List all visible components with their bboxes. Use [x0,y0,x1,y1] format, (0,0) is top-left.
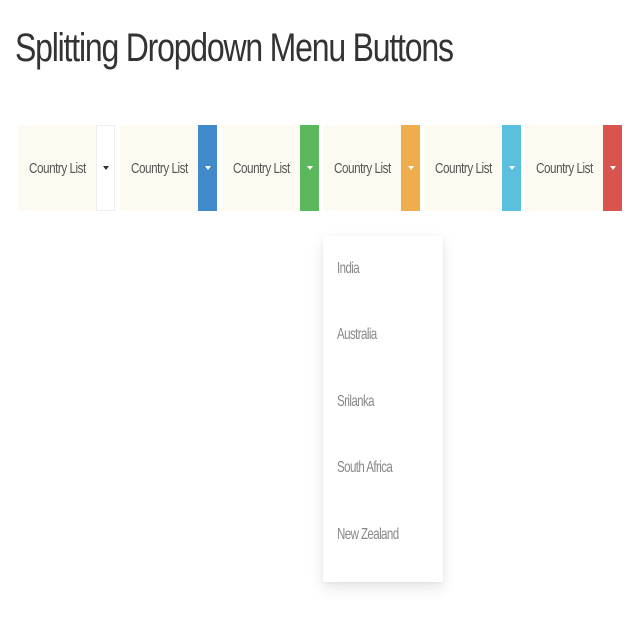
country-list-button-info[interactable]: Country List [424,125,502,211]
caret-down-icon [407,166,414,170]
button-label: Country List [434,159,492,177]
caret-down-icon [306,166,313,170]
button-label: Country List [232,159,290,177]
country-list-button-primary[interactable]: Country List [120,125,198,211]
dropdown-toggle-primary[interactable] [198,125,217,211]
caret-down-icon [609,166,616,170]
button-label: Country List [130,159,188,177]
dropdown-item-srilanka[interactable]: Srilanka [337,393,375,410]
split-button-danger: Country List [525,125,622,211]
dropdown-toggle-danger[interactable] [603,125,622,211]
split-button-success: Country List [222,125,319,211]
country-list-button-danger[interactable]: Country List [525,125,603,211]
split-button-warning: Country List [323,125,420,211]
dropdown-item-australia[interactable]: Australia [337,326,377,343]
dropdown-item-new-zealand[interactable]: New Zealand [337,526,399,543]
caret-down-icon [204,166,211,170]
country-list-button-warning[interactable]: Country List [323,125,401,211]
dropdown-toggle-info[interactable] [502,125,521,211]
split-button-default: Country List [18,125,115,211]
dropdown-menu: India Australia Srilanka South Africa Ne… [323,236,443,582]
button-label: Country List [333,159,391,177]
dropdown-toggle-default[interactable] [96,125,115,211]
dropdown-item-india[interactable]: India [337,260,360,277]
split-button-info: Country List [424,125,521,211]
caret-down-icon [508,166,515,170]
split-button-primary: Country List [120,125,217,211]
dropdown-toggle-warning[interactable] [401,125,420,211]
button-label: Country List [535,159,593,177]
button-label: Country List [28,159,86,177]
page-title: Splitting Dropdown Menu Buttons [15,26,454,70]
dropdown-item-south-africa[interactable]: South Africa [337,459,393,476]
dropdown-toggle-success[interactable] [300,125,319,211]
country-list-button-success[interactable]: Country List [222,125,300,211]
country-list-button-default[interactable]: Country List [18,125,96,211]
caret-down-icon [102,166,109,170]
